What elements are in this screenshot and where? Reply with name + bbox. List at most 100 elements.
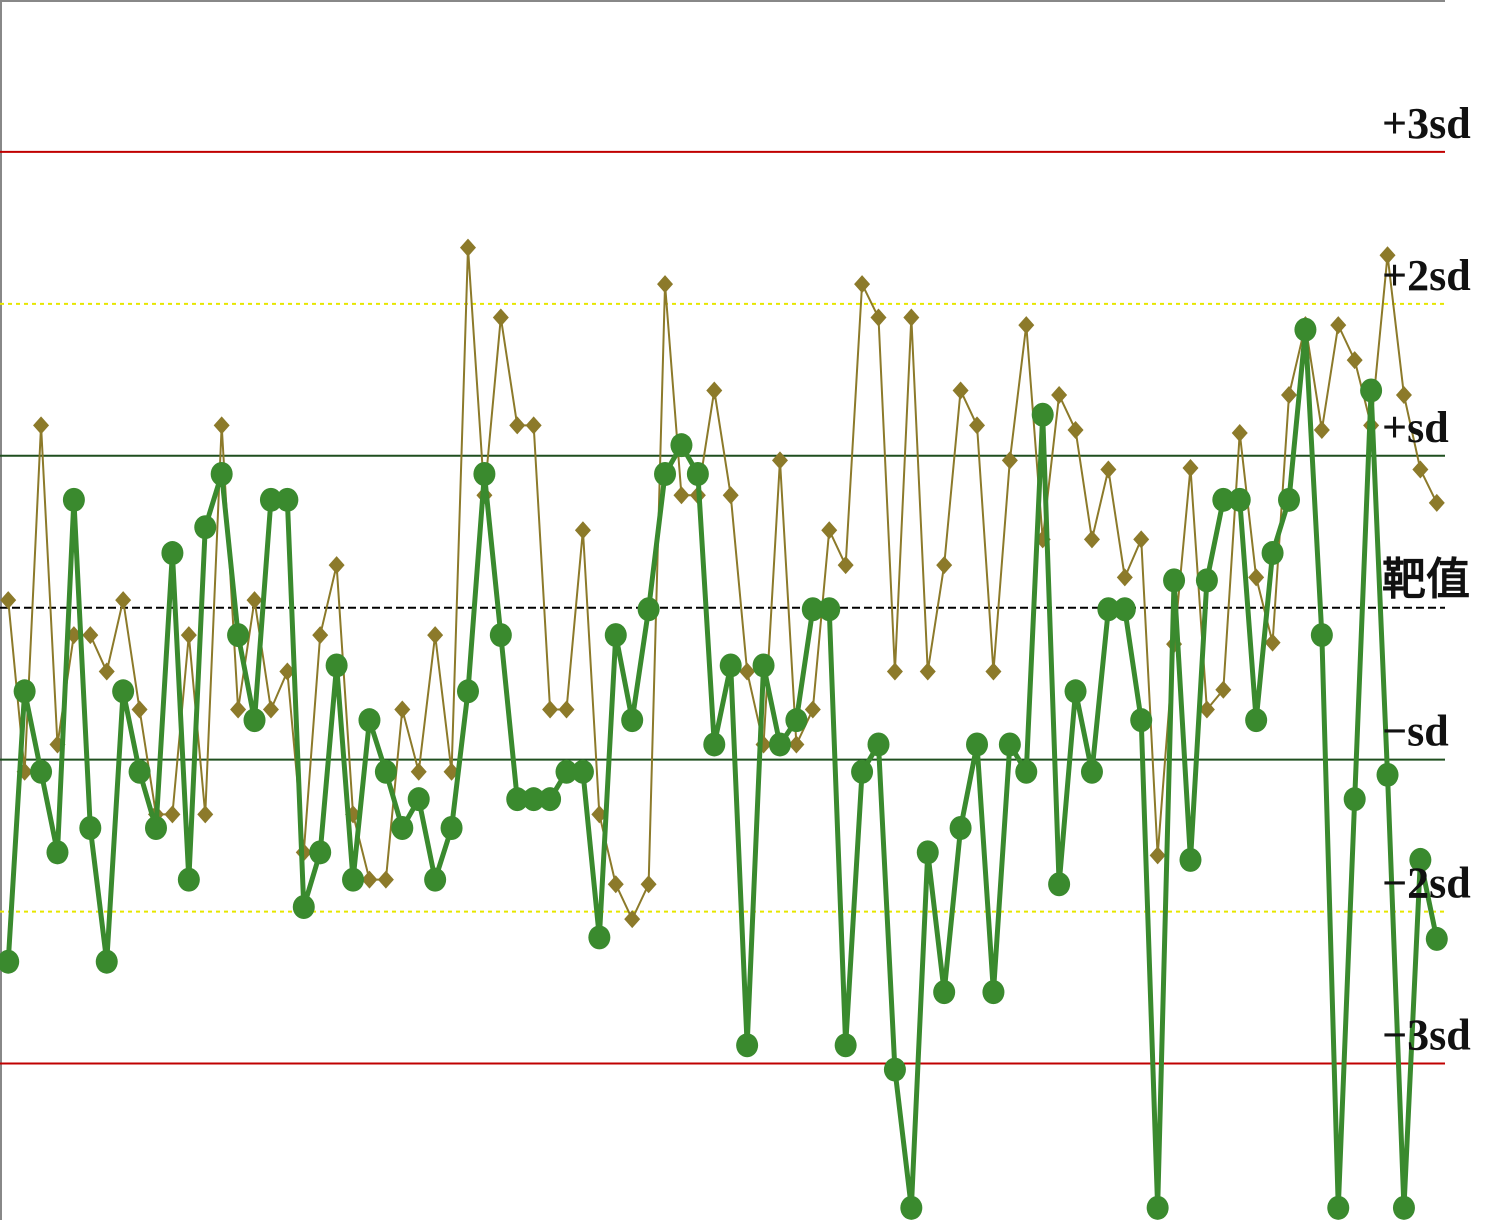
data-point [325, 653, 348, 678]
data-point [785, 708, 808, 733]
data-point [788, 735, 805, 754]
data-point [1067, 420, 1084, 439]
data-point [246, 591, 263, 610]
data-point [640, 875, 657, 894]
data-point [933, 980, 956, 1005]
data-point [506, 787, 529, 812]
y-tick-label: +sd [1382, 403, 1449, 452]
data-point [1248, 568, 1265, 587]
data-point [1245, 708, 1268, 733]
data-point [30, 759, 53, 784]
data-point [883, 1057, 906, 1082]
data-point [1313, 420, 1330, 439]
data-point [509, 416, 526, 435]
data-point [1278, 487, 1301, 512]
data-point [312, 626, 329, 645]
data-point [654, 462, 677, 487]
data-point [1327, 1195, 1350, 1220]
data-point [982, 980, 1005, 1005]
data-point [440, 816, 463, 841]
data-point [706, 381, 723, 400]
data-point [1001, 451, 1018, 470]
data-point [574, 521, 591, 540]
data-point [394, 700, 411, 719]
data-point [0, 949, 20, 974]
data-point [492, 308, 509, 327]
data-point [112, 679, 135, 704]
data-point [82, 626, 99, 645]
data-point [998, 732, 1021, 757]
data-point [342, 867, 365, 892]
data-point [525, 416, 542, 435]
data-point [1294, 317, 1317, 342]
data-point [1097, 597, 1120, 622]
data-point [62, 487, 85, 512]
data-point [722, 486, 739, 505]
data-point [670, 433, 693, 458]
data-point [1228, 487, 1251, 512]
data-point [966, 732, 989, 757]
data-point [1133, 530, 1150, 549]
data-point [1330, 316, 1347, 335]
y-tick-label: −sd [1382, 707, 1449, 756]
plot-area [0, 238, 1448, 1220]
data-point [456, 679, 479, 704]
data-point [522, 787, 545, 812]
data-point [13, 679, 36, 704]
tick-labels: +3sd +2sd +sd 靶值 −sd −2sd −3sd [1382, 99, 1471, 1060]
data-point [752, 653, 775, 678]
data-point [33, 416, 50, 435]
data-point [1130, 708, 1153, 733]
data-point [279, 662, 296, 681]
data-point [870, 308, 887, 327]
data-point [703, 732, 726, 757]
data-point [328, 556, 345, 575]
series-line [7, 246, 1438, 921]
data-point [588, 925, 611, 950]
data-point [621, 708, 644, 733]
data-point [1376, 762, 1399, 787]
data-point [801, 597, 824, 622]
data-point [180, 626, 197, 645]
data-point [900, 1195, 923, 1220]
data-point [1379, 246, 1396, 265]
data-point [161, 541, 184, 566]
data-point [558, 700, 575, 719]
data-point [851, 759, 874, 784]
data-point [276, 487, 299, 512]
data-point [1080, 759, 1103, 784]
data-point [604, 623, 627, 648]
data-point [637, 597, 660, 622]
data-point [1149, 846, 1166, 865]
data-point [128, 759, 151, 784]
data-point [1425, 926, 1448, 951]
data-point [886, 662, 903, 681]
data-point [657, 275, 674, 294]
data-point [919, 662, 936, 681]
data-point [1031, 402, 1054, 427]
y-tick-label: +3sd [1382, 99, 1471, 148]
data-point [1264, 633, 1281, 652]
data-point [424, 867, 447, 892]
data-point [95, 949, 118, 974]
data-point [407, 787, 430, 812]
data-point [213, 416, 230, 435]
data-point [391, 816, 414, 841]
data-point [818, 597, 841, 622]
data-point [227, 623, 250, 648]
data-point [210, 462, 233, 487]
data-point [144, 816, 167, 841]
data-point [1343, 787, 1366, 812]
data-point [1195, 568, 1218, 593]
data-point [361, 870, 378, 889]
data-point [0, 591, 17, 610]
data-point [1064, 679, 1087, 704]
data-point [542, 700, 559, 719]
data-point [736, 1033, 759, 1058]
data-point [473, 462, 496, 487]
data-point [719, 653, 742, 678]
data-point [1346, 351, 1363, 370]
data-point [837, 556, 854, 575]
data-point [309, 840, 332, 865]
data-point [1261, 541, 1284, 566]
